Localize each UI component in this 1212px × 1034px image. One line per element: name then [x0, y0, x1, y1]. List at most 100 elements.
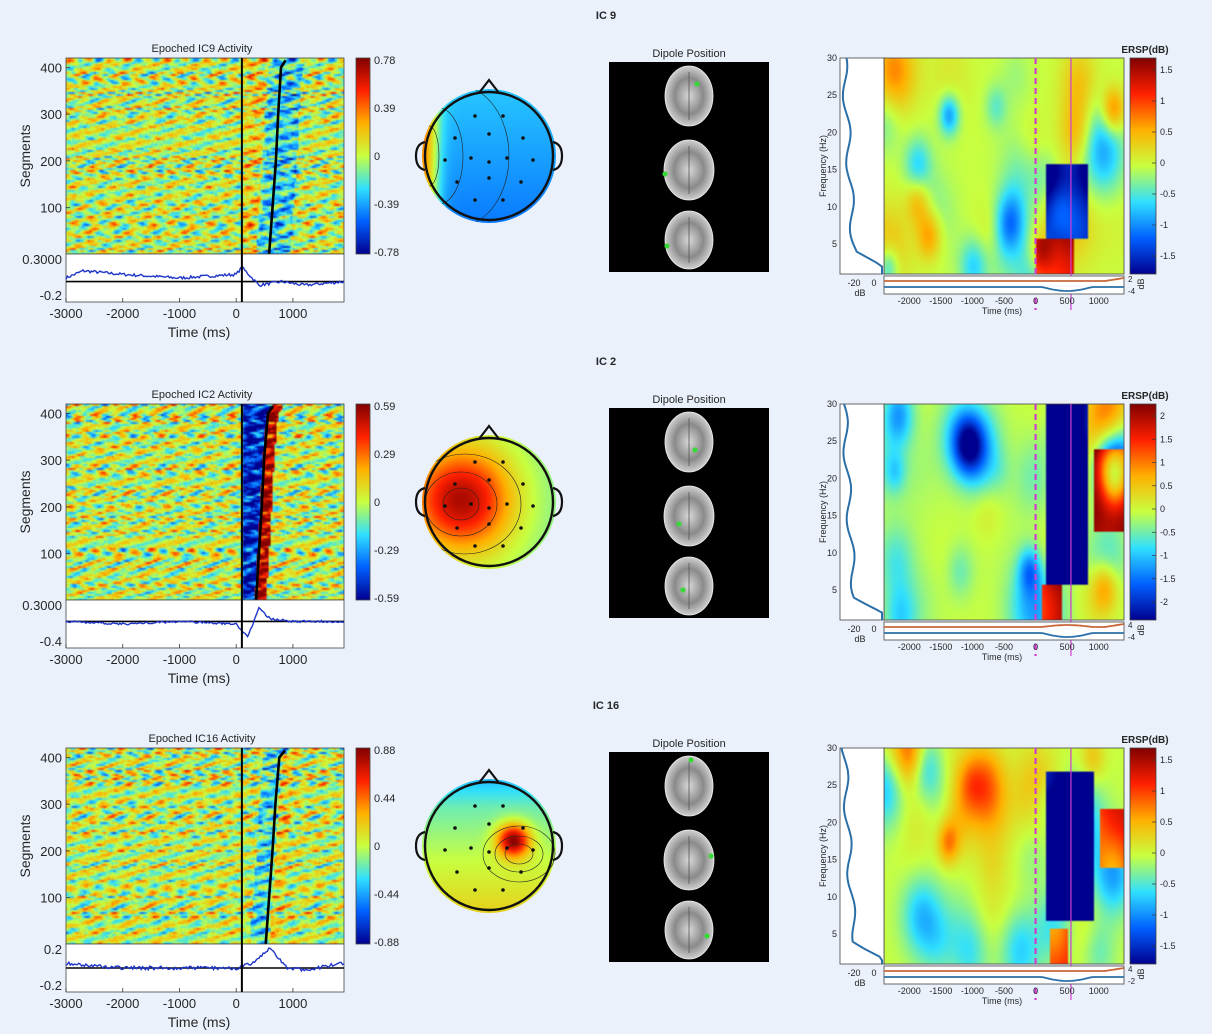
erp-ytick-bottom: -0.4: [40, 634, 62, 649]
electrode: [531, 848, 535, 852]
erp-xlabel: Time (ms): [168, 324, 230, 340]
ersp-xtick-label: 1000: [1089, 642, 1109, 652]
erp-xtick-label: 1000: [278, 996, 307, 1011]
ersp-colorbar-tick: 1: [1160, 96, 1165, 106]
ersp-colorbar-tick: -0.5: [1160, 189, 1176, 199]
nose: [478, 78, 500, 94]
ersp-colorbar: [1129, 747, 1157, 965]
dipole-marker: [662, 171, 668, 177]
erp-xtick-label: 1000: [278, 652, 307, 667]
electrode: [521, 136, 525, 140]
ersp-xtick-label: 0: [1033, 296, 1038, 306]
erpimage-colorbar-tick: 0.39: [374, 103, 395, 115]
head-outline: [423, 780, 555, 912]
head-outline: [423, 90, 555, 222]
component-label: IC 16: [593, 700, 619, 712]
erpimage-heatmap: [66, 58, 344, 254]
erp-xtick-label: 0: [233, 652, 240, 667]
electrode: [501, 114, 505, 118]
erp-xlabel: Time (ms): [168, 670, 230, 686]
electrode: [473, 460, 477, 464]
ersp-ytick-label: 25: [827, 436, 837, 446]
erpimage-colorbar-tick: -0.78: [374, 247, 399, 259]
erp-trace: [65, 606, 345, 638]
erpimage-ytick-label: 100: [40, 891, 62, 906]
erp-xtick-label: 0: [233, 306, 240, 321]
ersp-colorbar-tick: 1.5: [1160, 434, 1173, 444]
dipole-marker: [676, 521, 682, 527]
electrode: [531, 504, 535, 508]
erpimage-colorbar-tick: 0: [374, 151, 380, 163]
ersp-xtick-label: -1000: [961, 642, 984, 652]
ersp-heatmap: [884, 58, 1124, 274]
electrode: [521, 482, 525, 486]
spectrum-unit: dB: [854, 288, 865, 298]
ersp-colorbar-tick: 0: [1160, 848, 1165, 858]
ersp-xtick-label: -1500: [929, 642, 952, 652]
electrode: [519, 526, 523, 530]
erpimage-colorbar-tick: -0.44: [374, 889, 399, 901]
ersp-heatmap: [884, 404, 1124, 620]
erp-xtick-label: -3000: [49, 306, 82, 321]
ersp-envelope-axes: [883, 621, 1125, 641]
ersp-envelope-axes: [883, 275, 1125, 295]
electrode: [455, 870, 459, 874]
erpimage-heatmap: [66, 404, 344, 600]
erp-trace: [65, 947, 345, 973]
ersp-xtick-label: -2000: [898, 986, 921, 996]
electrode: [453, 826, 457, 830]
ersp-colorbar-tick: 1.5: [1160, 65, 1173, 75]
ersp-colorbar-title: ERSP(dB): [1121, 45, 1168, 56]
erp-xtick-label: -3000: [49, 652, 82, 667]
ersp-xtick-label: -500: [995, 296, 1013, 306]
ersp-ytick-label: 30: [827, 743, 837, 753]
left-ear: [414, 140, 426, 172]
erpimage-colorbar-tick: 0.29: [374, 449, 395, 461]
rt-sorted-curve: [254, 405, 275, 601]
ersp-lower-envelope: [884, 286, 1124, 292]
erp-xtick-label: -3000: [49, 996, 82, 1011]
erpimage-colorbar-tick: 0.78: [374, 55, 395, 67]
ersp-xtick-label: -1000: [961, 986, 984, 996]
spectrum-xtick-label: 0: [871, 968, 876, 978]
erp-xtick-label: -2000: [106, 996, 139, 1011]
erpimage-title: Epoched IC2 Activity: [152, 389, 253, 401]
envelope-unit: dB: [1136, 278, 1146, 289]
scalp-topography: [422, 779, 556, 913]
nose: [478, 424, 500, 440]
erpimage-ytick-label: 400: [40, 60, 62, 75]
spectrum-xtick-label: -20: [847, 968, 860, 978]
scalp-contour: [422, 453, 522, 555]
ersp-xtick-label: -2000: [898, 296, 921, 306]
electrode: [501, 888, 505, 892]
erpimage-ylabel: Segments: [17, 470, 33, 533]
ersp-colorbar-title: ERSP(dB): [1121, 391, 1168, 402]
dipole-title: Dipole Position: [652, 48, 725, 60]
ersp-ylabel: Frequency (Hz): [818, 135, 828, 197]
ersp-colorbar: [1129, 57, 1157, 275]
scalp-contour: [422, 89, 510, 223]
electrode: [443, 158, 447, 162]
erpimage-ytick-label: 300: [40, 797, 62, 812]
erpimage-ytick-label: 400: [40, 406, 62, 421]
ersp-ytick-label: 15: [827, 511, 837, 521]
ersp-upper-envelope: [884, 967, 1125, 972]
electrode: [505, 156, 509, 160]
erp-ytick-top: 0.3000: [22, 598, 62, 613]
ersp-xlabel: Time (ms): [982, 306, 1022, 316]
electrode: [487, 160, 491, 164]
electrode: [487, 866, 491, 870]
electrode: [455, 526, 459, 530]
erpimage-ylabel: Segments: [17, 814, 33, 877]
electrode: [473, 804, 477, 808]
electrode: [469, 846, 473, 850]
erpimage-colorbar-tick: -0.59: [374, 593, 399, 605]
erpimage-colorbar-tick: -0.88: [374, 937, 399, 949]
electrode: [443, 504, 447, 508]
ersp-colorbar-tick: 2: [1160, 411, 1165, 421]
erpimage-colorbar: [355, 403, 371, 601]
ersp-ytick-label: 5: [832, 929, 837, 939]
erp-xtick-label: -1000: [163, 306, 196, 321]
